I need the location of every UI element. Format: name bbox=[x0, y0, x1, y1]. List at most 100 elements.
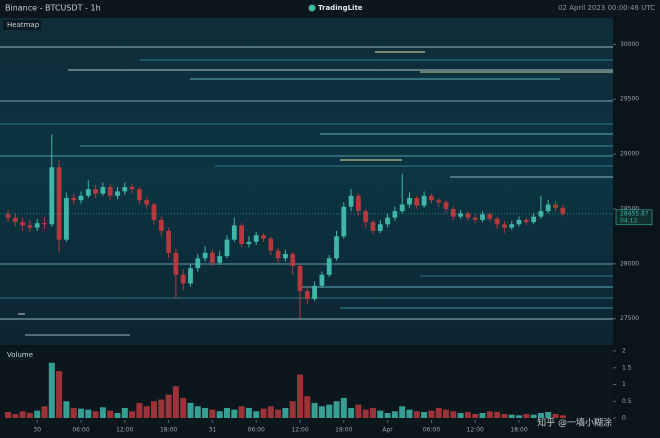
volume-bar bbox=[253, 411, 260, 418]
x-tick-label: 12:00 bbox=[291, 427, 308, 434]
x-tick-label: 31 bbox=[209, 427, 217, 434]
candle-body bbox=[363, 211, 369, 223]
volume-bar bbox=[494, 411, 501, 418]
volume-bar bbox=[326, 404, 333, 418]
volume-bar bbox=[450, 411, 457, 418]
candle-body bbox=[210, 252, 215, 263]
volume-bar bbox=[384, 412, 391, 418]
candle-body bbox=[85, 189, 91, 196]
volume-bar bbox=[85, 409, 92, 418]
volume-y-tick-label: 0.5 bbox=[622, 398, 632, 405]
volume-y-tick-label: 1 bbox=[622, 381, 626, 388]
x-tick-label: 06:00 bbox=[423, 427, 440, 434]
y-tick-label: 29500 bbox=[620, 96, 639, 103]
volume-bar bbox=[421, 411, 428, 418]
volume-bar bbox=[136, 402, 143, 418]
volume-bar bbox=[78, 408, 84, 418]
volume-bar bbox=[238, 406, 245, 418]
candle-body bbox=[195, 258, 201, 269]
top-bar bbox=[0, 0, 660, 17]
volume-bar bbox=[260, 408, 267, 418]
candle-body bbox=[5, 214, 11, 218]
volume-bar bbox=[99, 407, 106, 418]
volume-bar bbox=[129, 411, 136, 418]
candle-body bbox=[49, 167, 55, 225]
candle-body bbox=[188, 268, 193, 284]
y-tick-label: 30000 bbox=[620, 41, 639, 48]
candle-body bbox=[399, 204, 405, 212]
volume-bar bbox=[377, 410, 384, 418]
candle-body bbox=[465, 213, 471, 218]
volume-bar bbox=[26, 412, 33, 418]
candle-body bbox=[509, 224, 515, 228]
candle-body bbox=[115, 191, 120, 196]
volume-bar bbox=[34, 410, 41, 418]
volume-bar bbox=[537, 412, 544, 418]
candle-body bbox=[370, 222, 376, 231]
candle-body bbox=[297, 265, 303, 292]
volume-bar bbox=[5, 411, 11, 418]
candle-body bbox=[42, 223, 47, 225]
x-tick-label: 18:00 bbox=[335, 427, 352, 434]
volume-y-tick-label: 0 bbox=[622, 415, 626, 422]
volume-bar bbox=[121, 407, 128, 418]
x-tick-label: 12:00 bbox=[467, 427, 484, 434]
candle-body bbox=[129, 186, 135, 190]
volume-bar bbox=[151, 401, 157, 418]
brand: TradingLite bbox=[318, 4, 363, 12]
candle-body bbox=[334, 236, 339, 259]
volume-bar bbox=[552, 413, 559, 418]
brand-logo bbox=[308, 4, 316, 12]
candle-body bbox=[34, 223, 40, 228]
volume-bar bbox=[48, 362, 55, 418]
candle-body bbox=[12, 217, 18, 223]
y-tick-label: 27500 bbox=[620, 315, 639, 322]
candle-body bbox=[275, 250, 281, 259]
candle-body bbox=[523, 219, 529, 223]
candle-body bbox=[516, 219, 522, 225]
x-tick-label: 18:00 bbox=[510, 427, 527, 434]
candle-body bbox=[414, 197, 420, 206]
last-price: 28455.87 bbox=[620, 210, 649, 217]
volume-bar bbox=[472, 413, 479, 418]
volume-bar bbox=[406, 409, 413, 418]
panel-label: Heatmap bbox=[7, 21, 40, 29]
volume-bar bbox=[304, 396, 311, 418]
candle-body bbox=[246, 241, 252, 245]
volume-bar bbox=[194, 406, 201, 418]
volume-label-box bbox=[3, 350, 33, 360]
candle-body bbox=[268, 238, 274, 251]
volume-bar bbox=[12, 413, 19, 418]
symbol-title: Binance - BTCUSDT - 1h bbox=[5, 4, 101, 13]
candle-body bbox=[356, 195, 361, 212]
candle-body bbox=[173, 252, 179, 275]
last-price-tag bbox=[615, 209, 653, 226]
volume-bar bbox=[209, 409, 216, 418]
volume-bar bbox=[224, 407, 230, 418]
candle-body bbox=[480, 214, 485, 220]
x-tick-label: Apr bbox=[382, 427, 393, 434]
candle-body bbox=[450, 208, 456, 217]
candle-body bbox=[122, 186, 128, 192]
candle-body bbox=[100, 186, 106, 194]
candle-body bbox=[326, 258, 332, 275]
volume-bar bbox=[479, 412, 486, 418]
candle-body bbox=[151, 204, 157, 220]
candle-body bbox=[553, 204, 558, 208]
y-tick-label: 29000 bbox=[620, 151, 639, 158]
volume-bar bbox=[143, 406, 150, 418]
volume-bar bbox=[391, 411, 398, 418]
volume-bar bbox=[165, 394, 172, 418]
volume-bar bbox=[530, 414, 537, 418]
x-tick-label: 12:00 bbox=[116, 427, 133, 434]
candle-body bbox=[385, 217, 390, 225]
volume-bar bbox=[158, 399, 165, 418]
volume-y-tick-label: 2 bbox=[622, 348, 626, 355]
candle-body bbox=[253, 235, 259, 242]
volume-bar bbox=[333, 401, 340, 418]
volume-bar bbox=[92, 411, 99, 418]
candle-body bbox=[531, 216, 536, 223]
candle-body bbox=[392, 211, 398, 218]
x-tick-label: 06:00 bbox=[72, 427, 89, 434]
